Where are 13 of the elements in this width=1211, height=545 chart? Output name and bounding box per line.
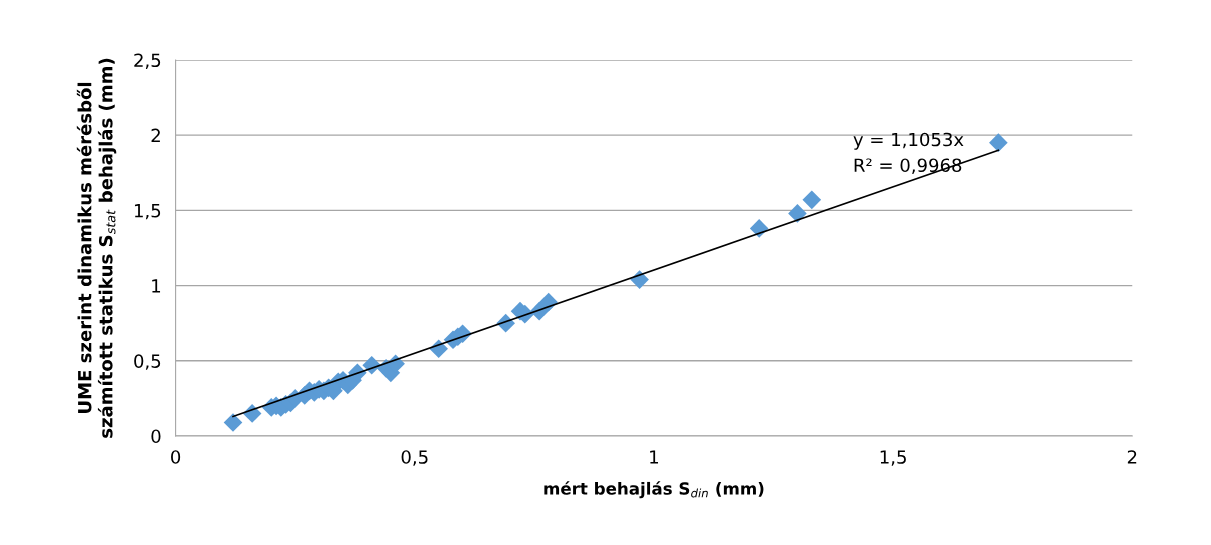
x-tick-label: 1,5	[880, 450, 906, 466]
y-tick-label: 2,5	[134, 53, 161, 69]
x-tick-label: 0,5	[401, 450, 428, 466]
x-tick-label: 0	[171, 450, 181, 464]
y-tick-label: 0,5	[134, 354, 161, 370]
y-axis-title: UME szerint dinamikus mérésből számított statikus S$_{stat}$ behajlás (mm)	[76, 58, 117, 438]
x-axis-title: mért behajlás S$_{din}$ (mm)	[544, 481, 764, 499]
y-tick-label: 1	[152, 279, 161, 293]
y-tick-label: 2	[151, 128, 160, 143]
y-tick-label: 0	[151, 429, 161, 444]
y-tick-label: 1,5	[134, 204, 161, 220]
x-tick-label: 2	[1127, 450, 1137, 464]
x-tick-label: 1	[650, 450, 659, 464]
